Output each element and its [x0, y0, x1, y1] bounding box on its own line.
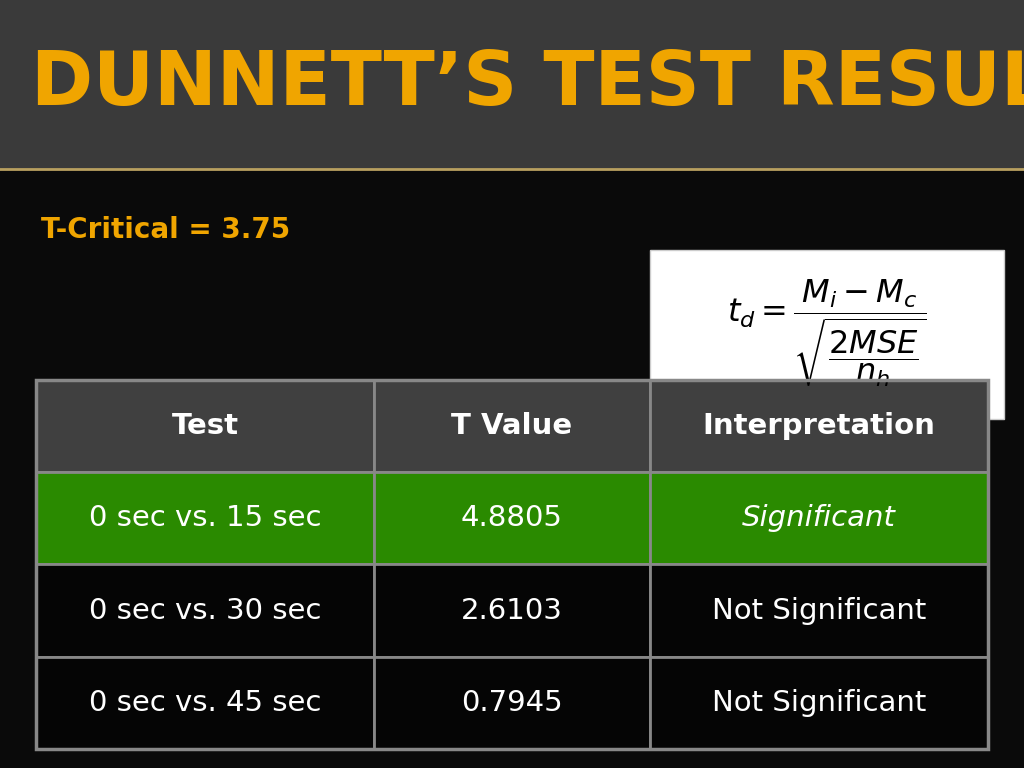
Text: 0 sec vs. 15 sec: 0 sec vs. 15 sec: [89, 505, 322, 532]
Text: DUNNETT’S TEST RESULTS: DUNNETT’S TEST RESULTS: [31, 48, 1024, 121]
Bar: [36, 472, 374, 564]
Text: Not Significant: Not Significant: [712, 689, 927, 717]
Bar: [650, 250, 1004, 419]
Bar: [374, 380, 650, 472]
Text: 0 sec vs. 30 sec: 0 sec vs. 30 sec: [89, 597, 322, 624]
Text: 4.8805: 4.8805: [461, 505, 563, 532]
Bar: [36, 657, 374, 749]
Bar: [374, 657, 650, 749]
Bar: [374, 564, 650, 657]
Bar: [36, 380, 988, 749]
Bar: [36, 380, 374, 472]
Text: $t_d = \dfrac{M_i - M_c}{\sqrt{\dfrac{2MSE}{n_h}}}$: $t_d = \dfrac{M_i - M_c}{\sqrt{\dfrac{2M…: [727, 278, 927, 390]
Bar: [650, 657, 988, 749]
Text: T Value: T Value: [452, 412, 572, 440]
Bar: [374, 472, 650, 564]
Text: 0.7945: 0.7945: [461, 689, 563, 717]
Text: 2.6103: 2.6103: [461, 597, 563, 624]
Bar: [36, 564, 374, 657]
Text: Not Significant: Not Significant: [712, 597, 927, 624]
Text: Test: Test: [171, 412, 239, 440]
Text: T-Critical = 3.75: T-Critical = 3.75: [41, 217, 290, 244]
Text: Interpretation: Interpretation: [702, 412, 936, 440]
Text: Significant: Significant: [742, 505, 896, 532]
Text: 0 sec vs. 45 sec: 0 sec vs. 45 sec: [89, 689, 322, 717]
Bar: [650, 564, 988, 657]
Bar: [0, 0, 1024, 169]
Bar: [650, 380, 988, 472]
Bar: [650, 472, 988, 564]
